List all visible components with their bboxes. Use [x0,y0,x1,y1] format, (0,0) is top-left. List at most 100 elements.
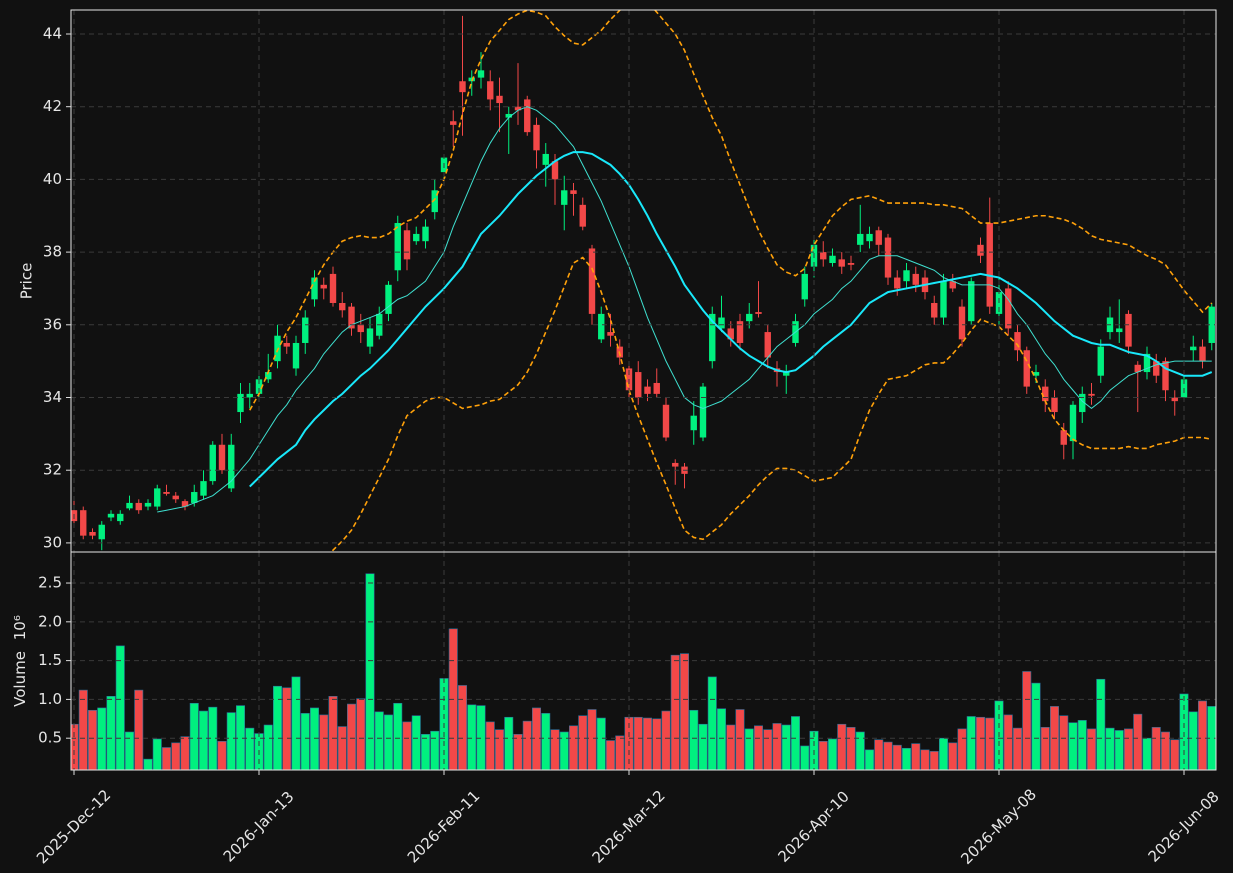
volume-bar [393,702,403,770]
volume-bar [513,734,523,770]
volume-bar [596,717,606,770]
volume-bar [1059,715,1069,770]
candle-body [135,502,142,511]
volume-bar [1040,727,1050,770]
candle-body [931,302,938,318]
volume-bar [726,724,736,770]
volume-bar [975,716,985,770]
volume-bar [846,727,856,770]
candle-body [746,313,753,322]
candle-body [672,462,679,467]
candle-body [884,237,892,278]
candle-body [329,273,337,303]
y-tick-label: 38 [43,243,62,261]
candle-body [181,501,189,507]
candle-body [394,223,401,271]
candle-body [218,444,226,471]
volume-bar [568,725,578,770]
volume-bar [97,707,107,770]
candle-body [561,190,568,205]
candle-body [1171,397,1178,402]
candle-body [524,99,531,133]
volume-bar [652,718,662,770]
candle-body [1088,393,1095,396]
candle-body [487,81,494,100]
volume-bar [430,730,440,770]
candle-body [1069,404,1077,442]
candle-body [551,161,559,180]
candle-body [320,284,327,289]
volume-bar [189,702,199,770]
plot-area [71,573,1216,770]
x-tick-label: 2025-Dec-12 [33,786,114,867]
candle-body [968,281,975,322]
candle-body [598,313,605,340]
candle-body [154,488,161,507]
candle-body [89,532,96,536]
candle-body [246,393,253,398]
volume-bar [744,728,754,770]
volume-bar [1170,739,1180,770]
candle-body [209,444,216,482]
candle-body [459,81,466,93]
candle-body [265,372,272,380]
indicator-line [249,10,1213,411]
volume-bar [1198,700,1208,770]
candle-body [228,444,235,489]
volume-bar [1003,714,1013,770]
volume-bar [106,695,116,770]
candle-body [172,495,179,500]
candle-body [357,324,364,333]
candle-body [403,230,411,260]
candle-body [764,332,771,358]
y-tick-label: 0.5 [38,729,62,747]
candle-body [302,317,309,343]
volume-bar [504,716,514,770]
candle-body [727,328,734,340]
volume-bar [1161,731,1171,770]
candle-body [588,248,596,314]
volume-bar [874,739,884,770]
volume-bar [346,703,356,770]
volume-bar [531,707,541,770]
volume-bar [541,713,551,770]
x-tick-label: 2026-Jun-08 [1145,788,1223,866]
candle-body [644,386,651,394]
candle-body [366,328,374,347]
volume-bar [781,724,791,770]
volume-bar [88,709,98,770]
volume-bar [226,712,236,770]
x-tick-label: 2026-Jan-13 [220,788,298,866]
candle-body [237,393,244,413]
volume-bar [966,716,976,770]
volume-bar [300,713,310,770]
candle-body [255,379,263,394]
candle-body [1116,328,1123,333]
candle-body [163,492,170,494]
candle-body [690,415,697,431]
volume-bar [337,726,347,770]
candle-body [1190,346,1197,351]
volume-bar [790,716,800,770]
volume-bar [245,727,255,770]
candle-body [1125,313,1132,347]
volume-bar [800,745,810,770]
candle-body [1032,372,1040,376]
volume-bar [1022,671,1032,770]
volume-bar [272,685,282,770]
volume-bar [578,715,588,770]
y-axis-label: Price [18,263,36,300]
volume-bar [356,698,366,770]
candle-body [709,313,716,362]
volume-bar [892,744,902,770]
candle-body [200,481,207,496]
candle-body [1199,346,1206,362]
volume-bar [199,710,209,770]
candle-body [755,312,762,314]
candle-body [431,190,438,213]
volume-bar [365,573,375,770]
candle-body [505,113,512,118]
candle-body [1079,393,1086,413]
volume-bar [642,717,652,770]
volume-bar [1142,737,1152,770]
